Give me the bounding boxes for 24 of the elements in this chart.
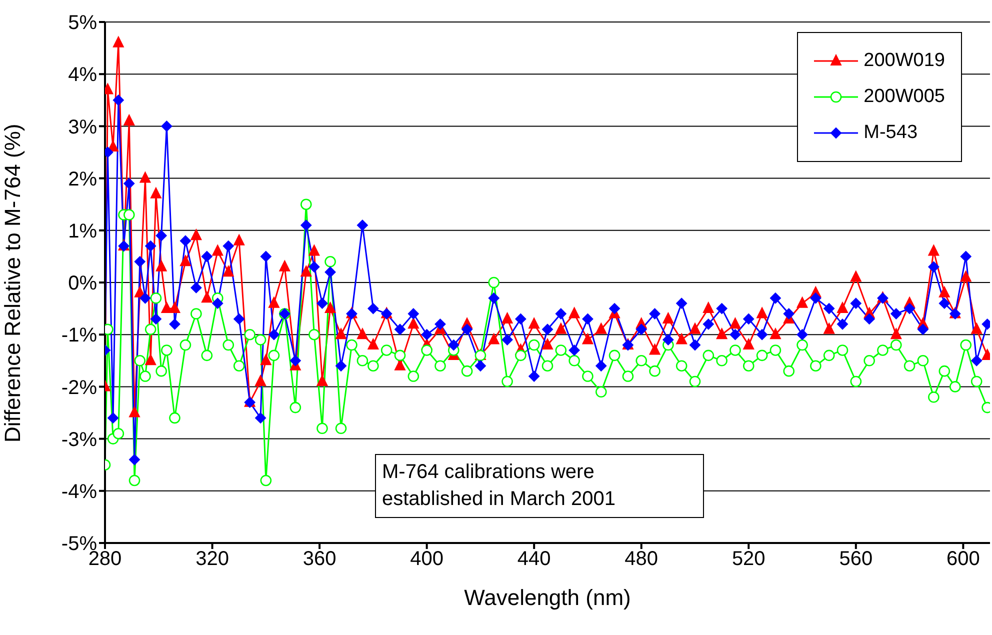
x-tick-label: 360 bbox=[302, 548, 336, 570]
y-tick-label: -2% bbox=[61, 376, 98, 399]
y-tick-label: -1% bbox=[61, 324, 98, 347]
y-tick-label: 4% bbox=[68, 64, 98, 86]
x-tick-label: 320 bbox=[196, 548, 229, 570]
x-tick-label: 600 bbox=[946, 548, 980, 570]
x-tick-label: 400 bbox=[410, 548, 444, 570]
x-axis-title: Wavelength (nm) bbox=[464, 585, 631, 610]
x-tick-label: 440 bbox=[517, 548, 551, 570]
y-tick-label: -3% bbox=[61, 428, 98, 451]
y-tick-label: 3% bbox=[68, 116, 98, 138]
x-tick-label: 480 bbox=[624, 548, 658, 570]
x-tick-label: 520 bbox=[732, 548, 766, 570]
y-tick-label: 1% bbox=[68, 220, 98, 242]
y-axis-title: Difference Relative to M-764 (%) bbox=[0, 124, 25, 442]
y-tick-label: 5% bbox=[68, 12, 98, 34]
legend-label: 200W019 bbox=[864, 50, 945, 72]
y-tick-label: 2% bbox=[68, 168, 98, 190]
legend-label: 200W005 bbox=[864, 86, 945, 108]
legend-label: M-543 bbox=[864, 122, 918, 144]
x-tick-label: 560 bbox=[839, 548, 873, 570]
y-tick-label: 0% bbox=[68, 272, 98, 295]
note-box: M-764 calibrations were established in March 2001 bbox=[375, 454, 704, 518]
y-tick-label: -4% bbox=[61, 481, 98, 503]
